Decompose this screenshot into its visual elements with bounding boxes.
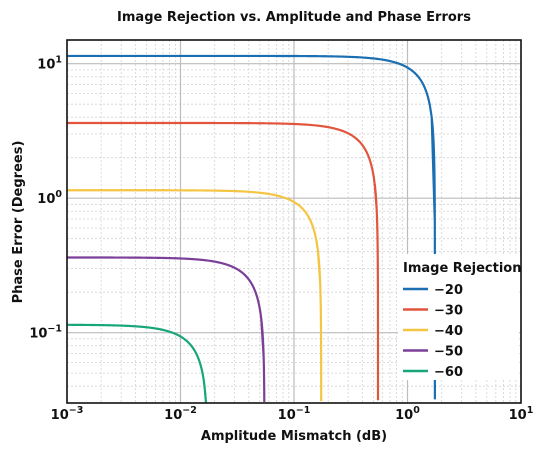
x-tick-label: 100 — [395, 405, 420, 423]
y-tick-labels: 10−1 100 101 — [29, 55, 62, 342]
legend-title: Image Rejection — [403, 261, 521, 276]
x-tick-label: 10−1 — [278, 405, 311, 423]
x-tick-label: 10−2 — [164, 405, 197, 423]
legend: Image Rejection −20 −30 −40 −50 −60 — [398, 254, 521, 380]
y-tick-label: 10−1 — [29, 324, 62, 342]
y-axis-title: Phase Error (Degrees) — [11, 141, 26, 304]
legend-background — [398, 254, 519, 380]
x-tick-label: 101 — [509, 405, 534, 423]
minor-gridlines — [67, 40, 521, 404]
chart-title: Image Rejection vs. Amplitude and Phase … — [117, 10, 471, 25]
curve-line — [66, 256, 266, 402]
curve-line — [67, 121, 380, 401]
y-tick-label: 100 — [37, 189, 62, 207]
legend-label: −60 — [434, 365, 463, 380]
y-tick-label: 101 — [37, 55, 62, 73]
curve-line — [66, 323, 208, 404]
legend-label: −30 — [434, 304, 463, 319]
legend-label: −40 — [434, 324, 463, 339]
legend-label: −50 — [434, 345, 463, 360]
curve-line — [67, 54, 436, 400]
legend-label: −20 — [434, 283, 463, 298]
x-axis-title: Amplitude Mismatch (dB) — [201, 429, 387, 444]
rejection-curves — [66, 54, 436, 404]
plot-frame — [66, 39, 522, 404]
x-tick-labels: 10−3 10−2 10−1 100 101 — [51, 405, 534, 423]
x-tick-label: 10−3 — [51, 405, 84, 423]
curve-line — [67, 189, 323, 402]
